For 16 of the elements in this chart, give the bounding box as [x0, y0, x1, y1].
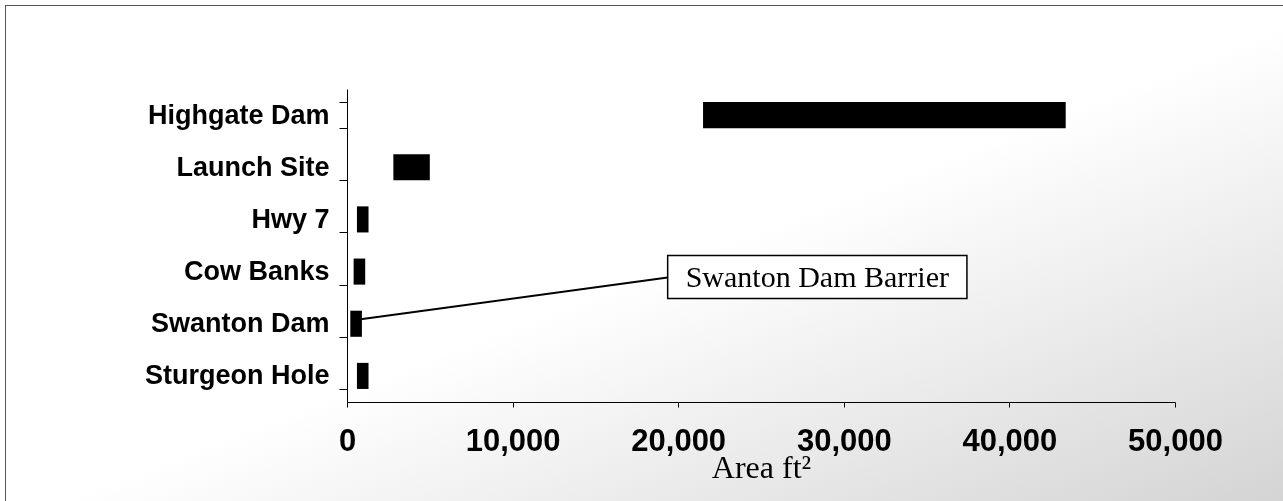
y-tick-label: Sturgeon Hole — [144, 360, 330, 391]
x-tick-label: 0 — [338, 422, 357, 458]
bar — [356, 206, 369, 233]
annotation: Swanton Dam Barrier — [685, 260, 949, 294]
bar — [353, 258, 366, 285]
x-tick-label: 40,000 — [962, 422, 1058, 458]
x-tick-label: 50,000 — [1128, 422, 1223, 458]
bar — [393, 154, 430, 181]
y-tick-label: Highgate Dam — [147, 99, 330, 130]
y-tick-label: Launch Site — [176, 151, 330, 182]
y-tick-label: Swanton Dam — [150, 308, 330, 339]
bar — [703, 102, 1066, 129]
x-tick-label: 10,000 — [465, 422, 561, 458]
y-tick-label: Cow Banks — [183, 256, 330, 287]
y-tick-label: Hwy 7 — [251, 203, 330, 234]
bar — [356, 362, 369, 389]
